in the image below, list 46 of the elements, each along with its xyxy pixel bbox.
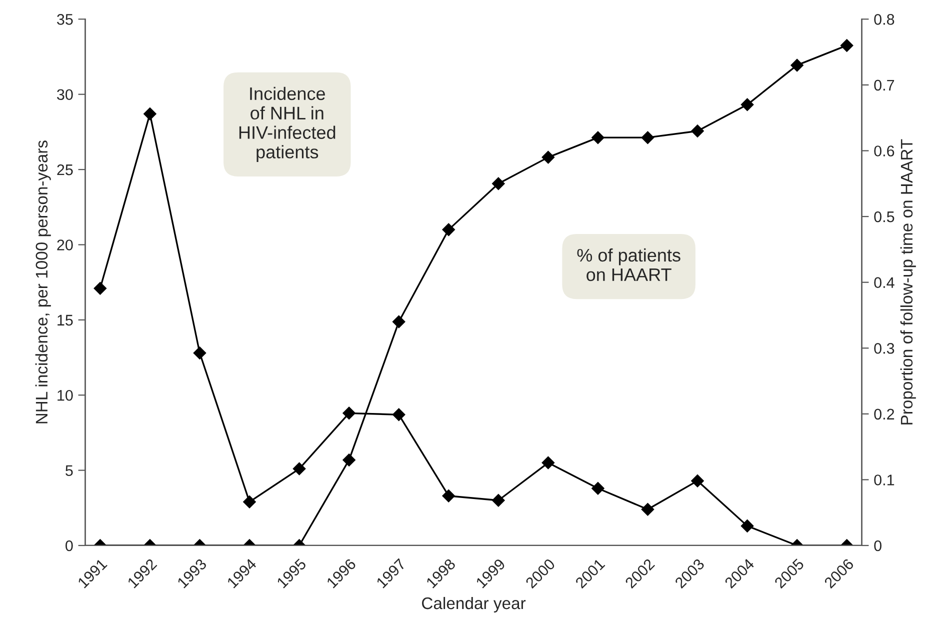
point [442,223,456,236]
y-tick-label: 35 [57,14,73,25]
point [641,131,654,144]
point [691,474,704,488]
y-axis-title: NHL incidence, per 1000 person-years [35,140,51,424]
x-axis-title: Calendar year [422,596,526,612]
point [144,107,156,120]
y2-tick-label: 0.7 [874,80,894,91]
y2-tick-label: 0.3 [874,342,894,354]
y2-axis-title: Proportion of follow-up time on HAART [900,139,916,424]
y2-tick-label: 0.1 [874,474,894,486]
point [740,520,754,532]
point [342,406,356,420]
y-tick-label: 5 [66,465,73,476]
y2-tick-label: 0.5 [874,211,894,222]
point [292,462,306,476]
point [193,346,206,360]
y-tick-label: 15 [58,314,73,326]
point [592,482,604,495]
point [442,489,456,502]
y2-tick-label: 0.2 [874,408,894,420]
point [243,495,256,508]
annotation: Incidence of NHL in HIV-infected patients [239,86,336,162]
point [592,131,604,144]
y-tick-label: 25 [57,164,73,176]
y2-tick-label: 0 [874,540,882,552]
point [492,177,505,190]
point [392,315,406,328]
point [392,408,406,422]
point [542,456,555,470]
y-tick-label: 20 [57,240,73,250]
y-tick-label: 0 [66,540,73,552]
point [691,124,704,138]
y-tick-label: 10 [58,390,73,401]
point [790,58,804,72]
point [840,39,854,52]
point [492,494,505,507]
point [641,502,654,516]
y-tick-label: 30 [57,89,73,100]
y2-tick-label: 0.8 [874,14,894,25]
point [740,98,754,112]
point [542,150,555,164]
point [94,282,107,295]
y2-tick-label: 0.4 [874,277,894,288]
annotation: % of patients on HAART [577,248,680,282]
y2-tick-label: 0.6 [874,146,894,156]
